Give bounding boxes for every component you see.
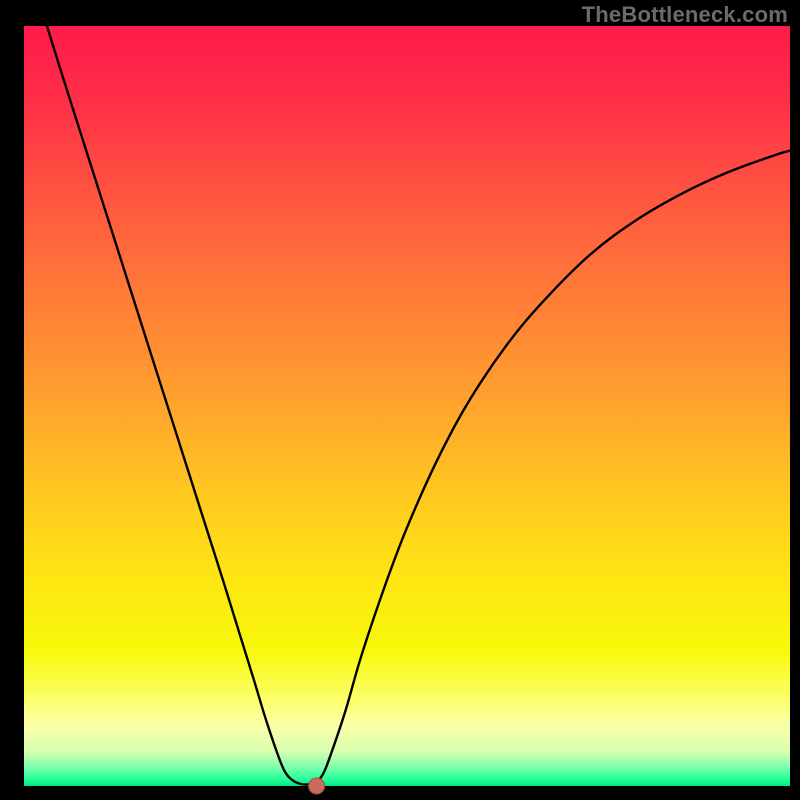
- chart-svg: [0, 0, 800, 800]
- chart-frame: TheBottleneck.com: [0, 0, 800, 800]
- plot-background: [24, 26, 790, 786]
- watermark-text: TheBottleneck.com: [582, 2, 788, 28]
- minimum-marker: [309, 778, 325, 794]
